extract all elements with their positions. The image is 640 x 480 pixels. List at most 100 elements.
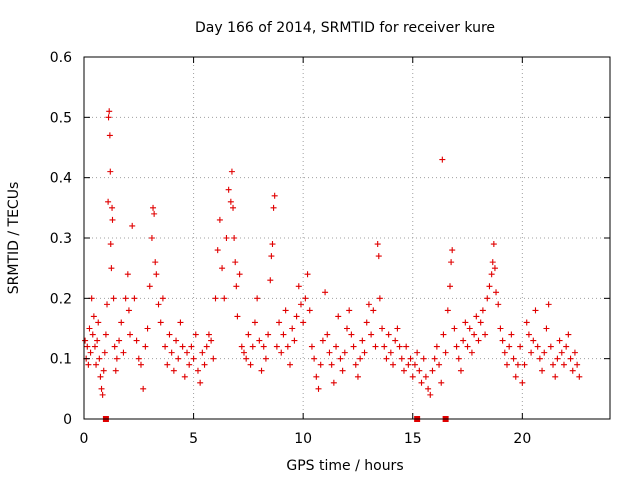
data-point [184, 349, 191, 356]
data-point [107, 241, 114, 248]
data-point [539, 367, 546, 374]
data-point [453, 343, 460, 350]
data-point [547, 343, 554, 350]
data-point [100, 367, 107, 374]
data-point [223, 235, 230, 241]
x-tick-label: 15 [404, 431, 422, 447]
data-point [297, 301, 304, 308]
data-point [306, 307, 313, 314]
data-point [420, 355, 427, 362]
y-tick-label: 0.4 [50, 171, 72, 187]
data-point [473, 313, 480, 320]
data-point [155, 301, 162, 308]
data-point [231, 235, 238, 241]
data-point [111, 343, 118, 350]
data-point [199, 349, 206, 356]
data-point [232, 259, 239, 266]
data-point [107, 168, 114, 175]
data-point [560, 361, 567, 368]
data-point [517, 343, 524, 350]
data-point [374, 241, 381, 248]
data-point [96, 355, 103, 362]
data-point [192, 331, 199, 338]
data-point [405, 361, 412, 368]
data-point [251, 319, 258, 326]
data-point [133, 337, 140, 344]
data-point [475, 337, 482, 344]
data-point [238, 343, 245, 350]
data-point [86, 325, 93, 332]
data-point [414, 349, 421, 356]
data-point [407, 355, 414, 362]
data-point [385, 331, 392, 338]
x-tick-label: 10 [294, 431, 312, 447]
data-point [512, 373, 519, 380]
data-point [462, 319, 469, 326]
data-point [482, 331, 489, 338]
data-point [439, 156, 446, 163]
y-tick-label: 0.3 [50, 231, 72, 247]
x-axis-label: GPS time / hours [286, 458, 403, 474]
data-point [337, 355, 344, 362]
data-point [448, 259, 455, 266]
data-point [489, 259, 496, 266]
data-point [284, 343, 291, 350]
data-point [534, 343, 541, 350]
data-point [468, 349, 475, 356]
data-point [348, 331, 355, 338]
data-point [457, 367, 464, 374]
data-point [177, 319, 184, 326]
data-point [317, 361, 324, 368]
y-tick-label: 0 [63, 412, 72, 428]
data-point [322, 289, 329, 296]
data-point [89, 331, 96, 338]
data-point [479, 307, 486, 314]
data-point [276, 319, 283, 326]
data-point [392, 337, 399, 344]
data-point [140, 385, 147, 392]
data-point [82, 337, 89, 344]
data-point [396, 343, 403, 350]
data-point [368, 331, 375, 338]
data-point [210, 355, 217, 362]
data-point [488, 271, 495, 278]
data-point [543, 325, 550, 332]
data-point [265, 331, 272, 338]
data-point [556, 337, 563, 344]
data-point [532, 307, 539, 314]
data-point [278, 349, 285, 356]
data-point [245, 331, 252, 338]
data-point [449, 247, 456, 254]
data-point [447, 283, 454, 290]
data-point [150, 204, 157, 211]
data-point [563, 343, 570, 350]
data-point [214, 247, 221, 254]
data-point [308, 343, 315, 350]
data-point [289, 325, 296, 332]
data-point [409, 373, 416, 380]
y-tick-label: 0.1 [50, 352, 72, 368]
data-point [179, 343, 186, 350]
data-point [112, 367, 119, 374]
data-point [418, 379, 425, 386]
data-point [571, 349, 578, 356]
data-point [554, 355, 561, 362]
data-point [497, 325, 504, 332]
data-point [258, 367, 265, 374]
data-point [519, 379, 526, 386]
data-point [523, 319, 530, 326]
data-point [125, 307, 132, 314]
data-point [302, 295, 309, 302]
data-point [110, 295, 117, 302]
data-point [151, 210, 158, 217]
data-point [398, 355, 405, 362]
data-point [352, 361, 359, 368]
data-point [205, 331, 212, 338]
data-point [403, 343, 410, 350]
data-point [104, 301, 111, 308]
data-point [268, 253, 275, 260]
data-point [168, 349, 175, 356]
data-point [146, 283, 153, 290]
data-point [528, 349, 535, 356]
